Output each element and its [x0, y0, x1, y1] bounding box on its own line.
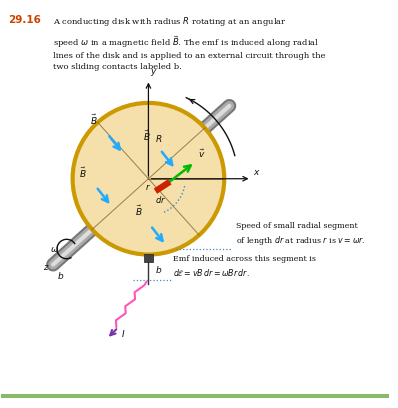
Text: $b$: $b$ [57, 271, 64, 282]
FancyBboxPatch shape [144, 254, 154, 262]
Text: $b$: $b$ [156, 264, 163, 275]
Text: $x$: $x$ [254, 168, 261, 177]
Text: A conducting disk with radius $R$ rotating at an angular
speed $\omega$ in a mag: A conducting disk with radius $R$ rotati… [53, 16, 326, 71]
Text: $\vec{B}$: $\vec{B}$ [90, 113, 98, 127]
Text: Speed of small radial segment
of length $dr$ at radius $r$ is $v = \omega r$.: Speed of small radial segment of length … [236, 222, 366, 247]
Text: $dr$: $dr$ [156, 193, 167, 204]
Circle shape [72, 103, 224, 255]
Text: $\vec{B}$: $\vec{B}$ [143, 129, 150, 142]
Text: $\vec{B}$: $\vec{B}$ [78, 165, 86, 180]
Text: Emf induced across this segment is
$d\mathcal{E} = vB\,dr = \omega Br\,dr.$: Emf induced across this segment is $d\ma… [173, 255, 316, 278]
Text: $\vec{v}$: $\vec{v}$ [198, 148, 206, 160]
Text: $\vec{B}$: $\vec{B}$ [135, 204, 142, 218]
FancyBboxPatch shape [1, 394, 390, 398]
Text: $\omega$: $\omega$ [50, 244, 59, 253]
Text: $z$: $z$ [43, 263, 49, 272]
Text: $r$: $r$ [144, 182, 150, 192]
Text: $y$: $y$ [150, 67, 158, 78]
Text: 29.16: 29.16 [8, 16, 41, 25]
Text: $R$: $R$ [155, 133, 162, 144]
Text: $I$: $I$ [121, 328, 125, 339]
